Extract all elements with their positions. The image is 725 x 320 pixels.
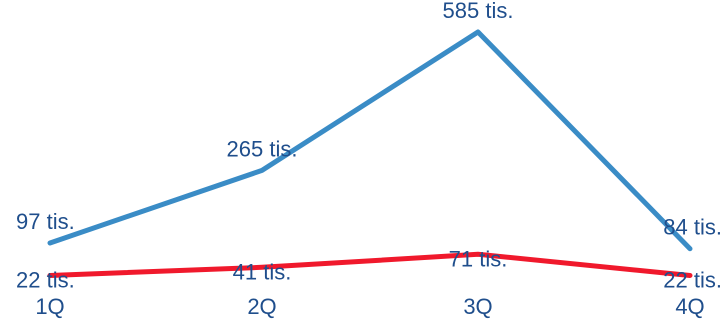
series-1-label-4Q: 84 tis. bbox=[663, 215, 722, 240]
series-1-label-1Q: 97 tis. bbox=[16, 209, 75, 234]
series-1-line bbox=[47, 29, 693, 252]
x-tick-label-3Q: 3Q bbox=[463, 294, 492, 319]
series-1-label-2Q: 265 tis. bbox=[227, 136, 298, 161]
x-tick-label-1Q: 1Q bbox=[35, 294, 64, 319]
series-2-label-2Q: 41 tis. bbox=[233, 259, 292, 284]
series-2-label-3Q: 71 tis. bbox=[449, 246, 508, 271]
series-2-label-1Q: 22 tis. bbox=[16, 267, 75, 292]
series-1-label-3Q: 585 tis. bbox=[443, 0, 514, 23]
x-tick-label-2Q: 2Q bbox=[247, 294, 276, 319]
series-2-label-4Q: 22 tis. bbox=[663, 267, 722, 292]
x-tick-label-4Q: 4Q bbox=[675, 294, 704, 319]
series-2-line bbox=[47, 251, 693, 278]
